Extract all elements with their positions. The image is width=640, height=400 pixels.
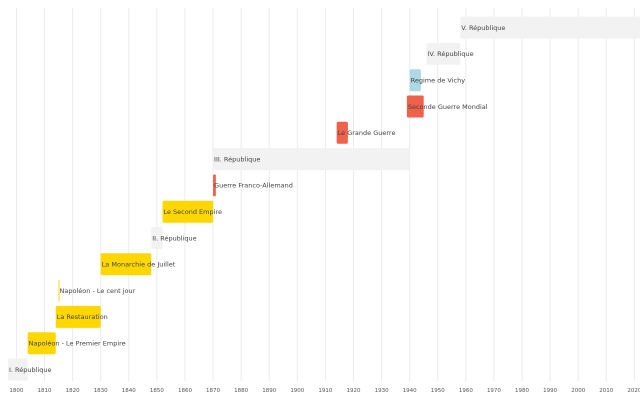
bar-iii-r-publique (213, 148, 410, 171)
label-i-r-publique: I. République (9, 366, 52, 374)
label-seconde-guerre-mondial: Seconde Guerre Mondial (408, 103, 488, 111)
bar-guerre-franco-allemand (213, 174, 216, 197)
x-tick-label-2000: 2000 (571, 388, 585, 394)
bar-la-monarchie-de-juillet (100, 253, 152, 276)
x-tick-label-1910: 1910 (318, 388, 332, 394)
gridlines (15, 8, 635, 381)
x-tick-label-1870: 1870 (206, 388, 220, 394)
event-bars (8, 16, 640, 381)
label-le-grande-guerre: Le Grande Guerre (338, 129, 396, 137)
x-tick-label-2010: 2010 (599, 388, 613, 394)
x-tick-label-1990: 1990 (543, 388, 557, 394)
x-tick-label-1930: 1930 (375, 388, 389, 394)
label-iii-r-publique: III. République (214, 155, 260, 163)
x-tick-label-1900: 1900 (290, 388, 304, 394)
label-v-r-publique: V. République (461, 24, 505, 32)
x-tick-label-1920: 1920 (346, 388, 360, 394)
x-tick-label-1800: 1800 (9, 388, 23, 394)
label-guerre-franco-allemand: Guerre Franco-Allemand (214, 182, 293, 190)
x-tick-label-1830: 1830 (94, 388, 108, 394)
bar-iv-r-publique (426, 42, 461, 65)
bar-napol-on-le-premier-empire (27, 332, 56, 355)
bar-ii-r-publique (151, 227, 163, 249)
x-tick-label-2020: 2020 (627, 388, 640, 394)
bar-seconde-guerre-mondial (406, 95, 424, 118)
x-tick-label-1980: 1980 (515, 388, 529, 394)
x-tick-label-1850: 1850 (150, 388, 164, 394)
x-tick-label-1880: 1880 (234, 388, 248, 394)
x-tick-label-1840: 1840 (122, 388, 136, 394)
bar-le-grande-guerre (336, 121, 348, 144)
bar-v-r-publique (460, 16, 640, 39)
bar-le-second-empire (162, 200, 214, 223)
label-ii-r-publique: II. République (152, 234, 196, 242)
label-le-second-empire: Le Second Empire (163, 208, 221, 216)
label-la-restauration: La Restauration (57, 313, 108, 321)
bar-la-restauration (55, 305, 101, 328)
event-labels: I. République Napoléon - Le Premier Empir… (9, 24, 505, 374)
x-tick-label-1950: 1950 (431, 388, 445, 394)
x-tick-label-1860: 1860 (178, 388, 192, 394)
x-tick-label-1810: 1810 (38, 388, 52, 394)
x-tick-label-1820: 1820 (66, 388, 80, 394)
x-tick-label-1940: 1940 (403, 388, 417, 394)
x-axis-ticks: 1800 1810 1820 1830 1840 1850 1860 1870 1880 1890… (9, 388, 640, 394)
bar-regime-de-vichy (409, 69, 421, 92)
label-regime-de-vichy: Regime de Vichy (411, 77, 466, 85)
x-tick-label-1970: 1970 (487, 388, 501, 394)
bar-i-r-publique (8, 358, 28, 381)
label-napol-on-le-cent-jour: Napoléon - Le cent jour (60, 287, 136, 295)
x-tick-label-1890: 1890 (262, 388, 276, 394)
label-la-monarchie-de-juillet: La Monarchie de Juillet (102, 261, 176, 269)
label-napol-on-le-premier-empire: Napoléon - Le Premier Empire (29, 340, 126, 348)
x-tick-label-1960: 1960 (459, 388, 473, 394)
bar-napol-on-le-cent-jour (58, 279, 60, 302)
label-iv-r-publique: IV. République (428, 50, 474, 58)
